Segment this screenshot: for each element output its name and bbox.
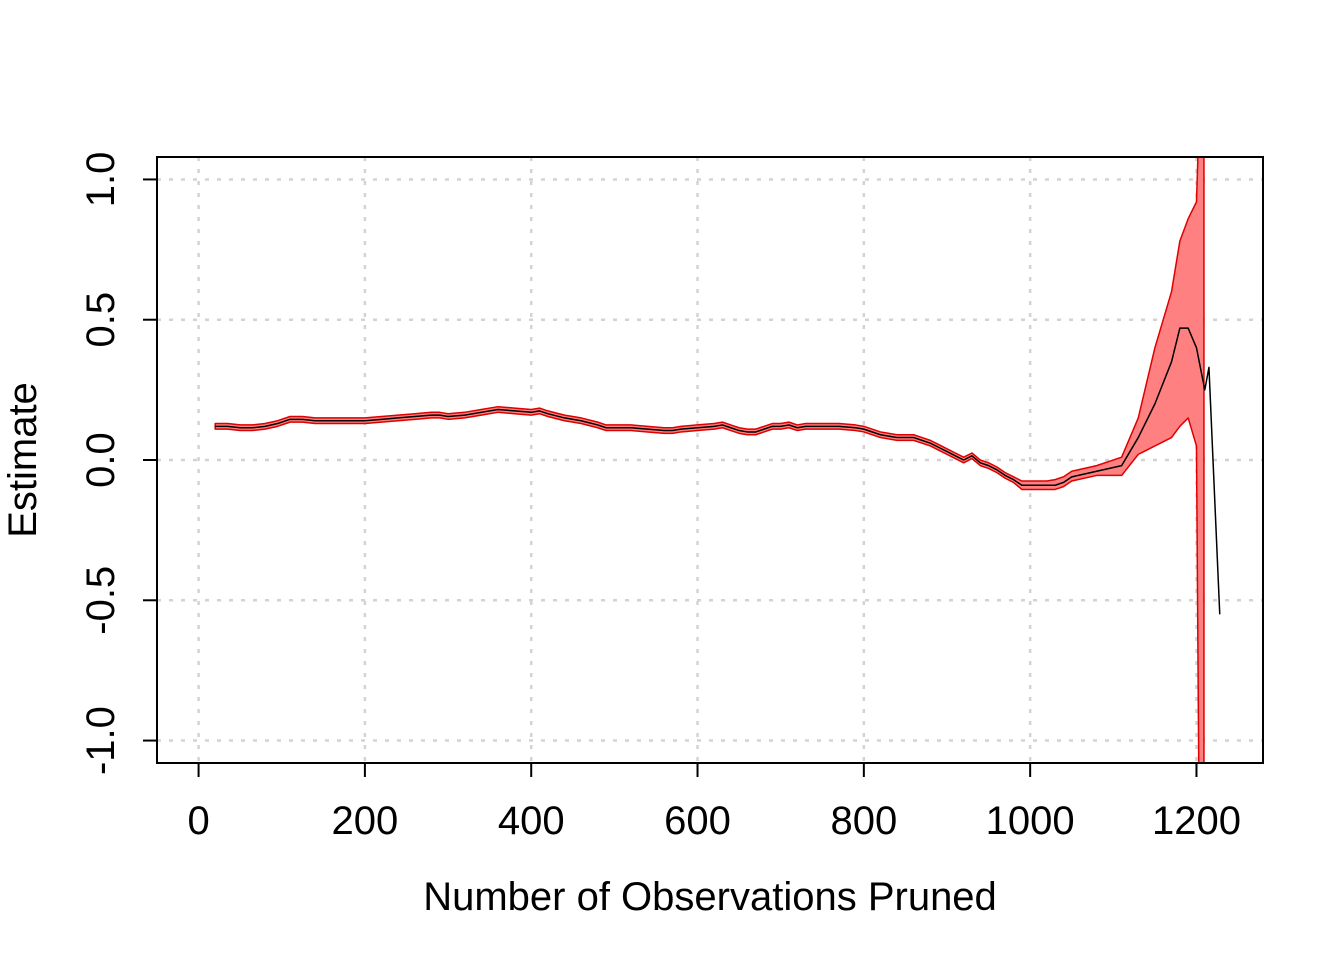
- x-tick-label-2: 400: [498, 799, 565, 843]
- series-line-layer: [215, 327, 1221, 615]
- x-tick-label-1: 200: [332, 799, 399, 843]
- estimate-line: [215, 327, 1221, 615]
- y-axis-label: Estimate: [1, 382, 45, 538]
- x-tick-label-5: 1000: [986, 799, 1075, 843]
- y-tick-label-4: 1.0: [79, 152, 123, 208]
- y-tick-label-1: -0.5: [79, 566, 123, 635]
- y-tick-label-0: -1.0: [79, 706, 123, 775]
- y-tick-label-3: 0.5: [79, 292, 123, 348]
- y-tick-label-2: 0.0: [79, 432, 123, 488]
- x-tick-label-0: 0: [187, 799, 209, 843]
- x-axis: 0 200 400 600 800 1000 1200: [187, 762, 1241, 843]
- y-axis: -1.0 -0.5 0.0 0.5 1.0: [79, 152, 158, 775]
- confidence-band: [214, 157, 1205, 763]
- x-tick-label-3: 600: [664, 799, 731, 843]
- x-tick-label-4: 800: [830, 799, 897, 843]
- confidence-band-layer: [214, 157, 1205, 763]
- x-axis-label: Number of Observations Pruned: [423, 875, 997, 919]
- grid: [157, 157, 1263, 763]
- x-tick-label-6: 1200: [1152, 799, 1241, 843]
